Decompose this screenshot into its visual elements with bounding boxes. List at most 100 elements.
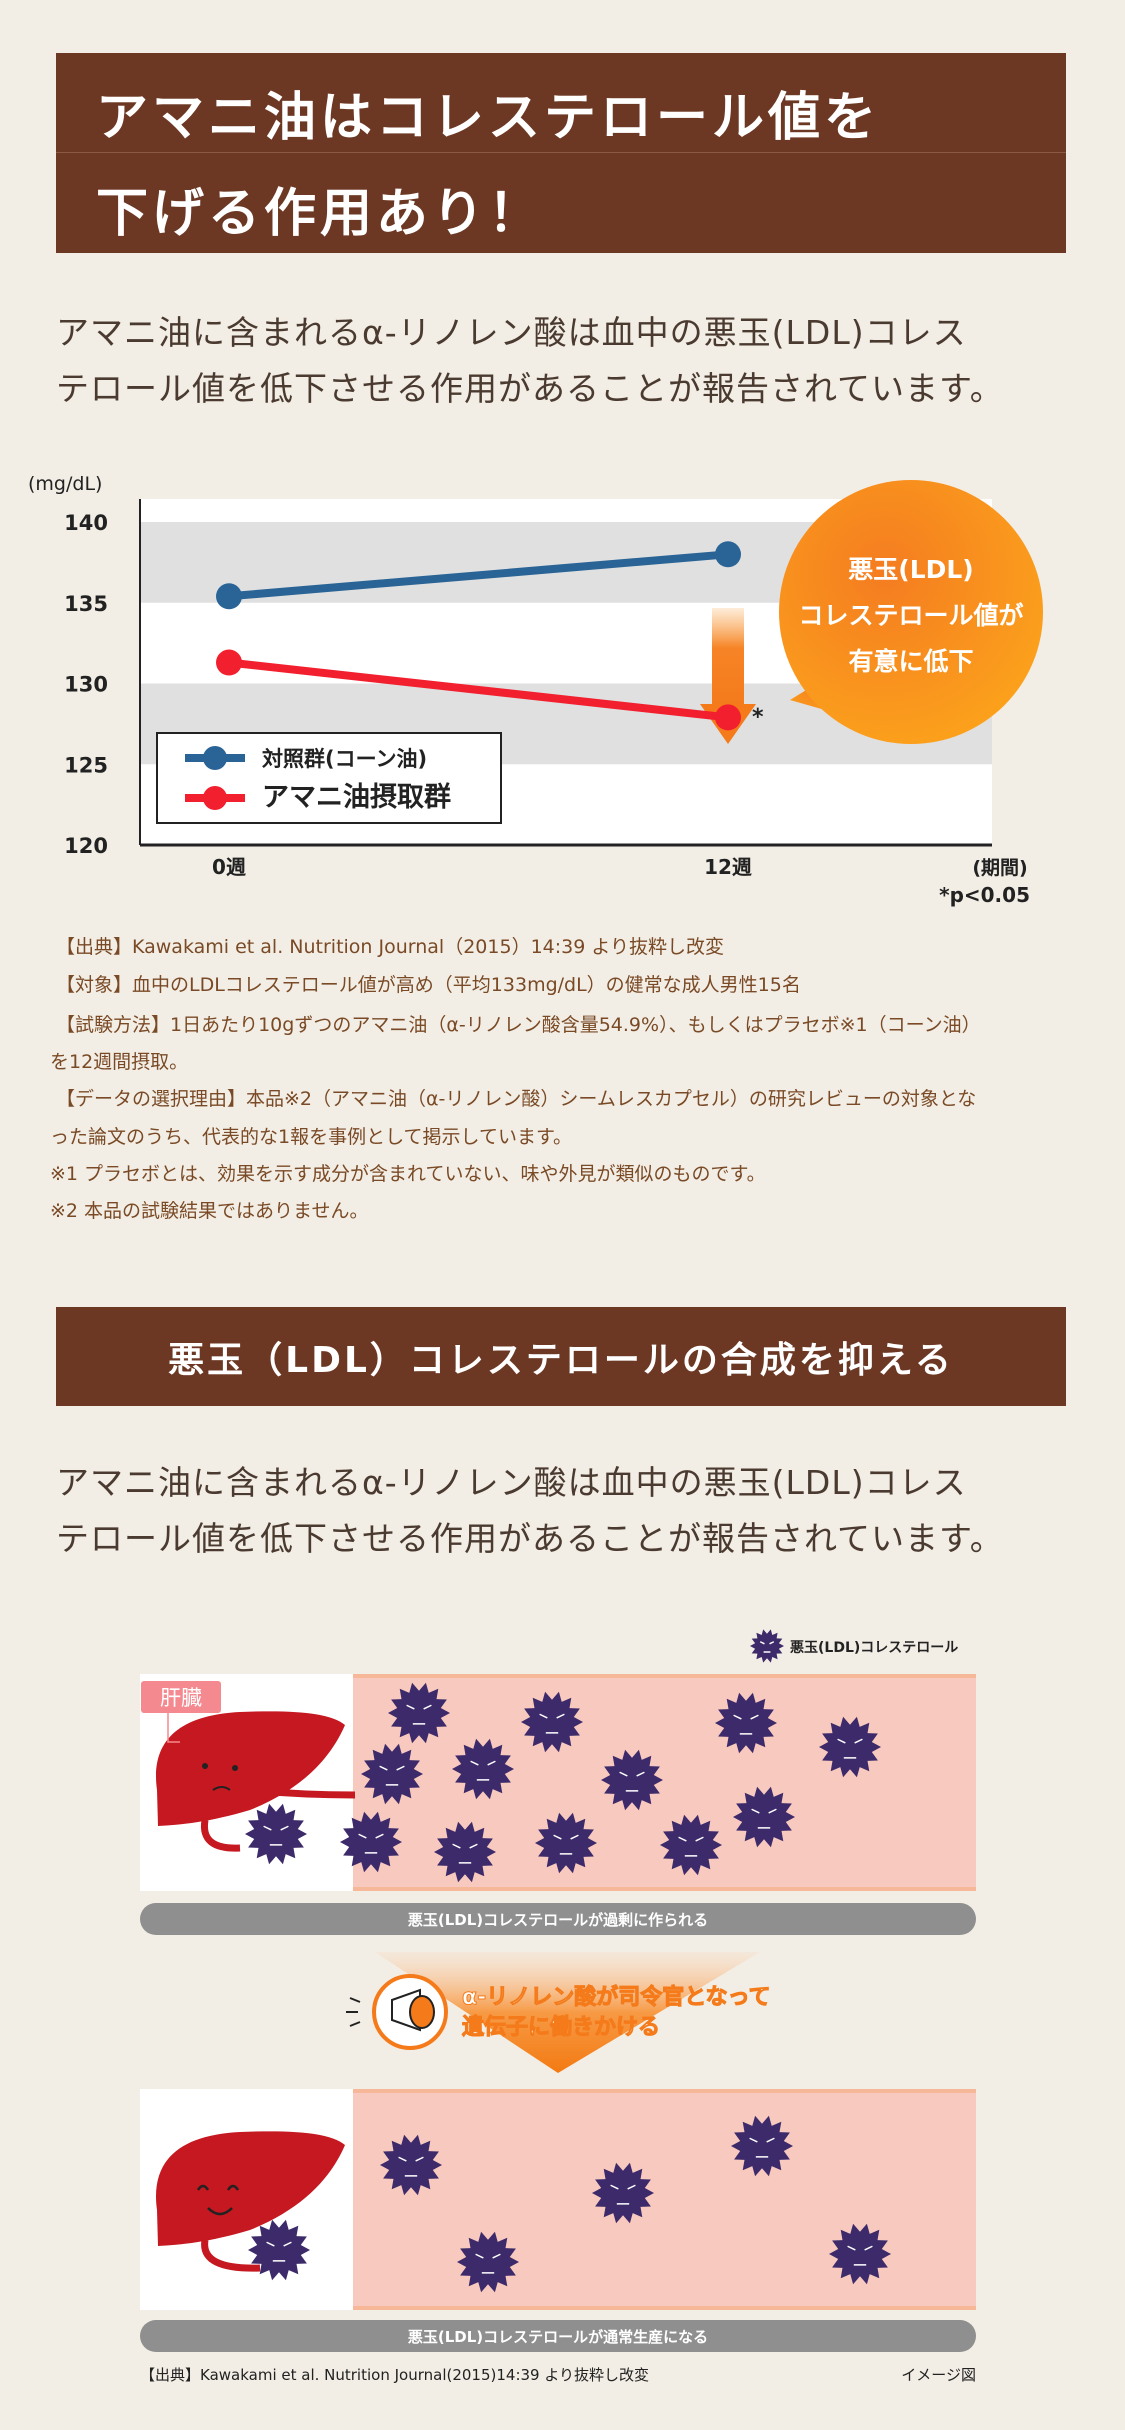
y-tick-label: 120 [64, 834, 108, 858]
virus-face [749, 2137, 775, 2158]
legend-marker [203, 746, 227, 770]
virus-body [340, 1811, 402, 1873]
caption-top-bar [140, 1903, 976, 1935]
virus-body [829, 2223, 891, 2285]
y-tick-label: 130 [64, 673, 108, 697]
note-placebo: ※1 プラセボとは、効果を示す成分が含まれていない、味や外見が類似のものです。 [50, 1163, 766, 1185]
x-axis-label: (期間) [972, 857, 1027, 879]
ldl-virus-icon [733, 1786, 795, 1848]
bottom-panel [140, 2089, 976, 2310]
virus-face [452, 1843, 478, 1864]
virus-face [539, 1713, 565, 1734]
image-note: イメージ図 [901, 2366, 976, 2384]
virus-face [406, 1704, 432, 1725]
liver-worried-icon [156, 1711, 356, 1852]
intro-line2: テロール値を低下させる作用があることが報告されています。 [56, 369, 1004, 408]
ldl-virus-icon [434, 1821, 496, 1883]
virus-body [457, 2231, 519, 2293]
note-source: 【出典】Kawakami et al. Nutrition Journal（20… [56, 936, 724, 958]
ldl-virus-icon [592, 2162, 654, 2224]
legend-marker [203, 786, 227, 810]
caption-bottom: 悪玉(LDL)コレステロールが通常生産になる [408, 2328, 708, 2346]
x-tick-label: 12週 [704, 855, 752, 879]
virus-body [388, 1682, 450, 1744]
series-line-0 [228, 550, 729, 601]
section1-intro: アマニ油に含まれるα-リノレン酸は血中の悪玉(LDL)コレス テロール値を低下さ… [56, 305, 1076, 417]
significance-note: *p<0.05 [939, 883, 1030, 907]
ldl-virus-icon [535, 1812, 597, 1874]
illustration-source: 【出典】Kawakami et al. Nutrition Journal(20… [140, 2366, 649, 2384]
virus-body [750, 1629, 784, 1663]
ldl-virus-icon [340, 1811, 402, 1873]
virus-face [475, 2253, 501, 2274]
virus-face [358, 1833, 384, 1854]
virus-body [715, 1692, 777, 1754]
virus-face [553, 1834, 579, 1855]
ldl-virus-icon [248, 2219, 310, 2281]
ldl-virus-icon [452, 1738, 514, 1800]
callout-bubble [779, 480, 1043, 744]
virus-body [601, 1749, 663, 1811]
legend-ldl-text: 悪玉(LDL)コレステロール [790, 1640, 958, 1656]
note-method-cont: を12週間摂取。 [50, 1051, 189, 1073]
message-line2: 遺伝子に働きかける [462, 2014, 660, 2040]
note-subject: 【対象】血中のLDLコレステロール値が高め（平均133mg/dL）の健常な成人男… [56, 974, 801, 996]
section2-intro: アマニ油に含まれるα-リノレン酸は血中の悪玉(LDL)コレス テロール値を低下さ… [56, 1455, 1076, 1567]
liver-label: 肝臓 [141, 1681, 221, 1743]
virus-body [248, 2219, 310, 2281]
data-point [715, 541, 741, 568]
virus-face [751, 1808, 777, 1829]
note-reason: 【データの選択理由】本品※2（アマニ油（α-リノレン酸）シームレスカプセル）の研… [56, 1088, 977, 1110]
virus-face [398, 2156, 424, 2177]
legend-label: アマニ油摂取群 [262, 782, 451, 813]
data-point [216, 649, 242, 676]
ldl-virus-icon [829, 2223, 891, 2285]
caption-bottom-bar [140, 2320, 976, 2352]
virus-body [819, 1716, 881, 1778]
virus-face [837, 1738, 863, 1759]
section2-header: 悪玉（LDL）コレステロールの合成を抑える [56, 1307, 1066, 1406]
y-tick-label: 125 [64, 753, 108, 777]
section2-title: 悪玉（LDL）コレステロールの合成を抑える [168, 1339, 954, 1381]
title-line1: アマニ油はコレステロール値を [96, 88, 881, 148]
y-tick-label: 135 [64, 592, 108, 616]
significance-mark: * [752, 705, 764, 730]
virus-face [733, 1714, 759, 1735]
megaphone-commander-icon [346, 1974, 448, 2050]
ldl-virus-icon [715, 1692, 777, 1754]
callout-text: コレステロール値が [798, 601, 1023, 630]
message-line1: α-リノレン酸が司令官となって [462, 1984, 771, 2010]
intro2-line2: テロール値を低下させる作用があることが報告されています。 [56, 1519, 1004, 1558]
down-arrow-shaft [712, 608, 744, 708]
virus-body [660, 1814, 722, 1876]
ldl-virus-icon [361, 1743, 423, 1805]
ldl-virus-icon [660, 1814, 722, 1876]
ldl-virus-icon [750, 1629, 784, 1663]
ldl-virus-icon [521, 1691, 583, 1753]
intro-line1: アマニ油に含まれるα-リノレン酸は血中の悪玉(LDL)コレス [56, 313, 967, 352]
liver-happy-icon [156, 2131, 345, 2272]
virus-body [731, 2115, 793, 2177]
virus-face [610, 2184, 636, 2205]
ldl-virus-icon [731, 2115, 793, 2177]
ldl-virus-icon [457, 2231, 519, 2293]
ldl-virus-icon [245, 1803, 307, 1865]
data-point [216, 583, 242, 610]
ldl-virus-icon [601, 1749, 663, 1811]
virus-body [535, 1812, 597, 1874]
virus-face [379, 1765, 405, 1786]
virus-body [592, 2162, 654, 2224]
y-axis-unit: (mg/dL) [28, 473, 102, 495]
virus-face [847, 2245, 873, 2266]
virus-body [434, 1821, 496, 1883]
intro2-line1: アマニ油に含まれるα-リノレン酸は血中の悪玉(LDL)コレス [56, 1463, 967, 1502]
series-line-1 [228, 658, 729, 722]
ldl-line-chart: 140 135 130 125 120 (mg/dL) 0週 12週 (期間) *p<0.05 * 悪… [28, 473, 1043, 907]
virus-face [759, 1641, 775, 1653]
liver-label-text: 肝臓 [160, 1686, 202, 1710]
section1-header: アマニ油はコレステロール値を 下げる作用あり！ [56, 53, 1066, 253]
virus-body [733, 1786, 795, 1848]
data-point [715, 704, 741, 731]
legend-ldl: 悪玉(LDL)コレステロール [750, 1629, 958, 1663]
